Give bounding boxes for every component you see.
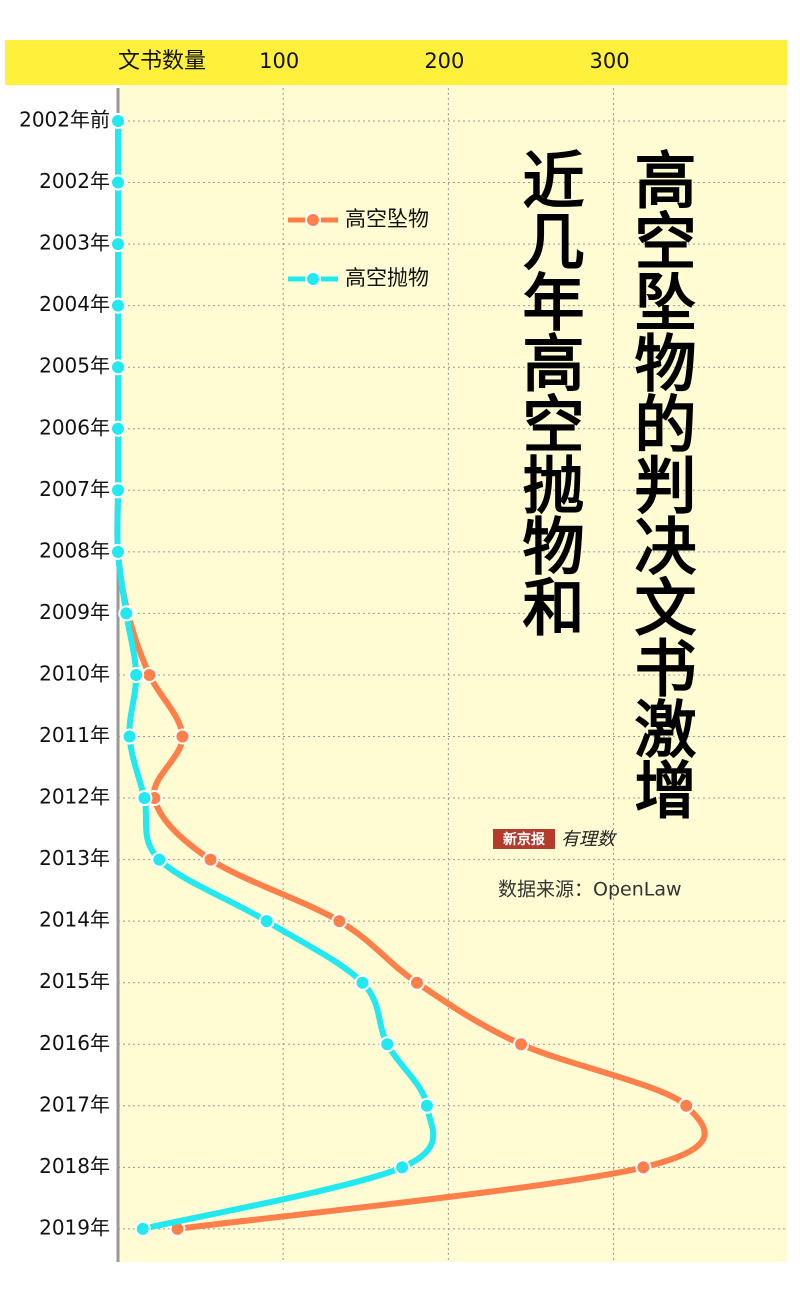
header-bar: [5, 40, 787, 85]
plot-background: [118, 85, 787, 1262]
data-point: [110, 482, 126, 499]
chart-title: 近几年高空抛物和: [512, 148, 585, 636]
data-point: [418, 1097, 435, 1114]
data-point: [331, 913, 348, 930]
data-point: [110, 174, 126, 191]
x-tick-label: 100: [259, 49, 299, 73]
y-tick-label: 2006年: [39, 415, 110, 439]
data-point: [408, 974, 425, 991]
y-tick-label: 2016年: [39, 1031, 110, 1055]
chart-title: 高空坠物的判决文书激增: [624, 148, 697, 819]
y-tick-label: 2017年: [39, 1092, 110, 1116]
data-point: [354, 974, 371, 991]
y-tick-label: 2014年: [39, 908, 110, 932]
data-point: [110, 420, 126, 437]
data-point: [258, 913, 275, 930]
data-point: [635, 1159, 652, 1176]
data-point: [110, 236, 126, 253]
data-point: [121, 728, 138, 745]
data-point: [141, 666, 158, 683]
legend-swatch: [305, 212, 321, 228]
y-tick-label: 2018年: [39, 1154, 110, 1178]
y-tick-label: 2019年: [39, 1215, 110, 1239]
y-tick-label: 2002年前: [19, 108, 110, 132]
data-point: [110, 297, 126, 314]
data-point: [151, 851, 168, 868]
data-point: [134, 1220, 151, 1237]
logo-text: 有理数: [561, 829, 617, 850]
x-axis-label: 文书数量: [118, 49, 206, 74]
y-tick-label: 2012年: [39, 785, 110, 809]
legend-label: 高空抛物: [345, 266, 429, 290]
data-point: [394, 1159, 411, 1176]
y-tick-label: 2005年: [39, 354, 110, 378]
data-point: [110, 113, 126, 129]
data-point: [110, 543, 126, 560]
source: 数据来源：OpenLaw: [498, 879, 682, 901]
y-tick-label: 2010年: [39, 661, 110, 685]
y-tick-label: 2004年: [39, 292, 110, 316]
y-tick-label: 2003年: [39, 231, 110, 255]
data-point: [174, 728, 191, 745]
data-point: [110, 359, 126, 376]
data-point: [678, 1097, 695, 1114]
data-point: [513, 1036, 530, 1053]
y-tick-label: 2008年: [39, 538, 110, 562]
y-tick-label: 2011年: [39, 723, 110, 747]
x-tick-label: 200: [424, 49, 464, 73]
data-point: [379, 1036, 396, 1053]
data-point: [136, 790, 153, 807]
y-tick-label: 2009年: [39, 600, 110, 624]
logo-text: 新京报: [503, 831, 545, 848]
logo-box: [493, 829, 555, 849]
y-tick-label: 2002年: [39, 169, 110, 193]
legend-label: 高空坠物: [345, 207, 429, 231]
y-tick-label: 2007年: [39, 477, 110, 501]
y-tick-label: 2015年: [39, 969, 110, 993]
data-point: [202, 851, 219, 868]
x-tick-label: 300: [590, 49, 630, 73]
y-tick-label: 2013年: [39, 846, 110, 870]
legend-swatch: [305, 271, 321, 287]
data-point: [118, 605, 135, 622]
data-point: [128, 666, 145, 683]
